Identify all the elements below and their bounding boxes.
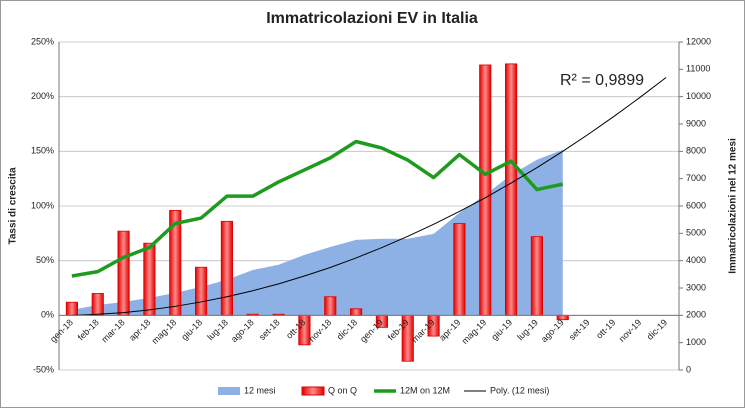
chart-title: Immatricolazioni EV in Italia: [266, 10, 478, 27]
y-tick-label: 100%: [31, 200, 54, 210]
y2-tick-label: 7000: [686, 173, 706, 183]
y-tick-label: 250%: [31, 36, 54, 46]
bar: [194, 266, 208, 316]
y2-tick-label: 9000: [686, 118, 706, 128]
y-tick-label: 50%: [36, 255, 54, 265]
bar: [479, 64, 492, 316]
y-axis-title: Tassi di crescita: [8, 167, 19, 245]
bar: [530, 236, 544, 316]
y2-tick-label: 2000: [686, 310, 706, 320]
y2-tick-label: 8000: [686, 146, 706, 156]
bar: [349, 308, 363, 316]
legend-label: Q on Q: [328, 385, 357, 395]
y2-tick-label: 6000: [686, 200, 706, 210]
y2-axis-title: Immatricolazioni nel 12 mesi: [728, 138, 739, 274]
legend-swatch: [301, 386, 325, 396]
legend-label: 12M on 12M: [400, 385, 450, 395]
y2-tick-label: 11000: [686, 64, 710, 74]
bar: [220, 220, 234, 316]
trend-line: [71, 77, 667, 316]
y-tick-label: 200%: [31, 91, 54, 101]
area: [71, 149, 563, 316]
y2-tick-label: 3000: [686, 282, 706, 292]
bar: [65, 301, 78, 316]
annotation: R² = 0,9899: [560, 72, 644, 89]
y2-tick-label: 10000: [686, 91, 711, 101]
legend-label: 12 mesi: [244, 385, 276, 395]
bar: [453, 223, 466, 316]
bar: [143, 242, 156, 316]
legend-label: Poly. (12 mesi): [490, 385, 549, 395]
y-tick-label: 150%: [31, 146, 54, 156]
bar: [117, 230, 130, 316]
y2-tick-label: 12000: [686, 36, 711, 46]
legend-swatch: [218, 387, 240, 395]
y2-tick-label: 0: [686, 364, 691, 374]
y2-tick-label: 5000: [686, 228, 706, 238]
bar: [324, 296, 337, 316]
y-tick-label: -50%: [33, 364, 54, 374]
y2-tick-label: 1000: [686, 337, 706, 347]
bar: [91, 293, 104, 316]
y-tick-label: 0%: [41, 310, 54, 320]
line: [71, 139, 564, 278]
bar: [504, 63, 518, 316]
y2-tick-label: 4000: [686, 255, 706, 265]
